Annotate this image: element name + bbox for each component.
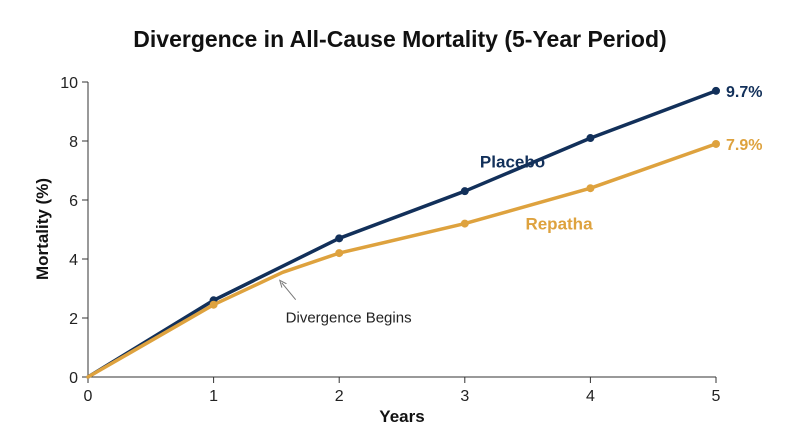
x-tick-label: 3 xyxy=(460,388,469,405)
placebo-point xyxy=(335,234,344,243)
placebo-end-label: 9.7% xyxy=(726,84,762,101)
repatha-point xyxy=(712,139,720,148)
y-tick-label: 2 xyxy=(69,311,78,328)
y-tick-label: 6 xyxy=(69,193,78,210)
x-axis-ticks: 0 1 2 3 4 5 xyxy=(84,377,721,405)
placebo-point xyxy=(460,187,469,196)
repatha-point xyxy=(460,219,469,228)
divergence-annotation: Divergence Begins xyxy=(286,310,412,327)
repatha-end-label: 7.9% xyxy=(726,137,762,154)
repatha-point xyxy=(586,184,595,193)
chart-title: Divergence in All-Cause Mortality (5-Yea… xyxy=(133,26,667,52)
y-tick-label: 4 xyxy=(69,252,78,269)
repatha-line xyxy=(86,142,718,379)
placebo-line xyxy=(86,89,718,379)
y-tick-label: 8 xyxy=(69,134,78,151)
x-tick-label: 2 xyxy=(335,388,344,405)
repatha-series-label: Repatha xyxy=(525,215,593,234)
x-tick-label: 0 xyxy=(84,388,93,405)
placebo-series-label: Placebo xyxy=(480,153,545,172)
placebo-point xyxy=(586,134,595,143)
repatha-point xyxy=(209,300,218,309)
x-tick-label: 1 xyxy=(209,388,218,405)
divergence-arrow xyxy=(282,283,297,300)
annotation-layer: Divergence Begins xyxy=(282,283,412,327)
y-tick-label: 10 xyxy=(60,75,78,92)
y-axis-ticks: 0 2 4 6 8 10 xyxy=(60,75,88,387)
placebo-point xyxy=(712,86,720,95)
x-axis-title: Years xyxy=(379,407,424,426)
y-tick-label: 0 xyxy=(69,370,78,387)
x-tick-label: 5 xyxy=(712,388,721,405)
series-layer: 9.7% 7.9% Placebo Repatha xyxy=(86,84,762,379)
repatha-point xyxy=(335,249,344,258)
x-tick-label: 4 xyxy=(586,388,595,405)
y-axis-title: Mortality (%) xyxy=(33,178,52,280)
